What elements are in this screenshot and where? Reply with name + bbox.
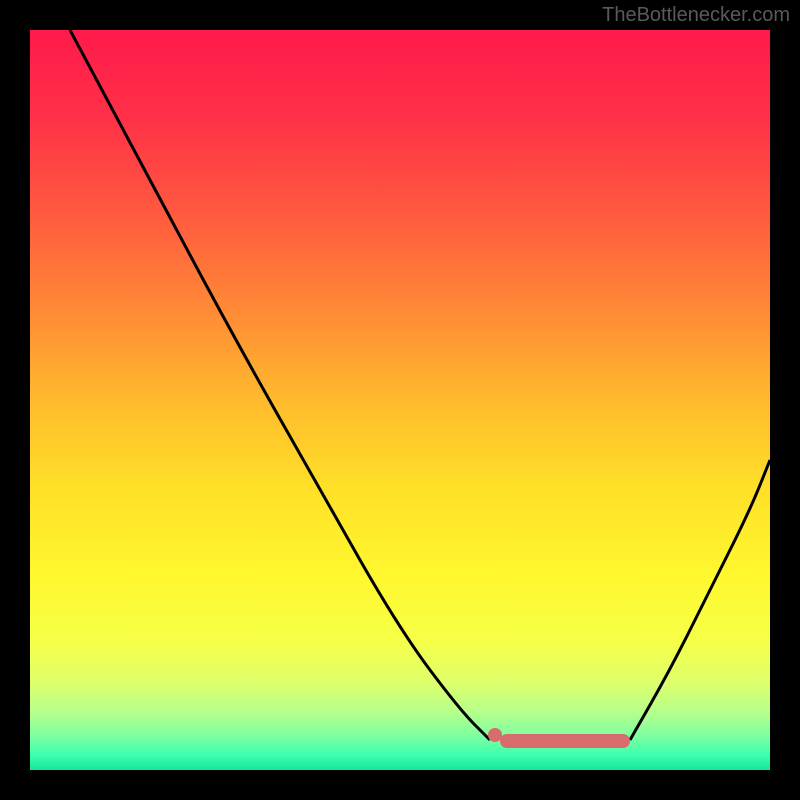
watermark-text: TheBottlenecker.com	[602, 4, 790, 27]
right-curve-line	[630, 460, 770, 740]
plot-area	[30, 30, 770, 770]
left-curve-line	[70, 30, 490, 740]
chart-container: TheBottlenecker.com	[0, 0, 800, 800]
trough-highlight-bar	[500, 734, 630, 748]
v-curve	[30, 30, 770, 770]
